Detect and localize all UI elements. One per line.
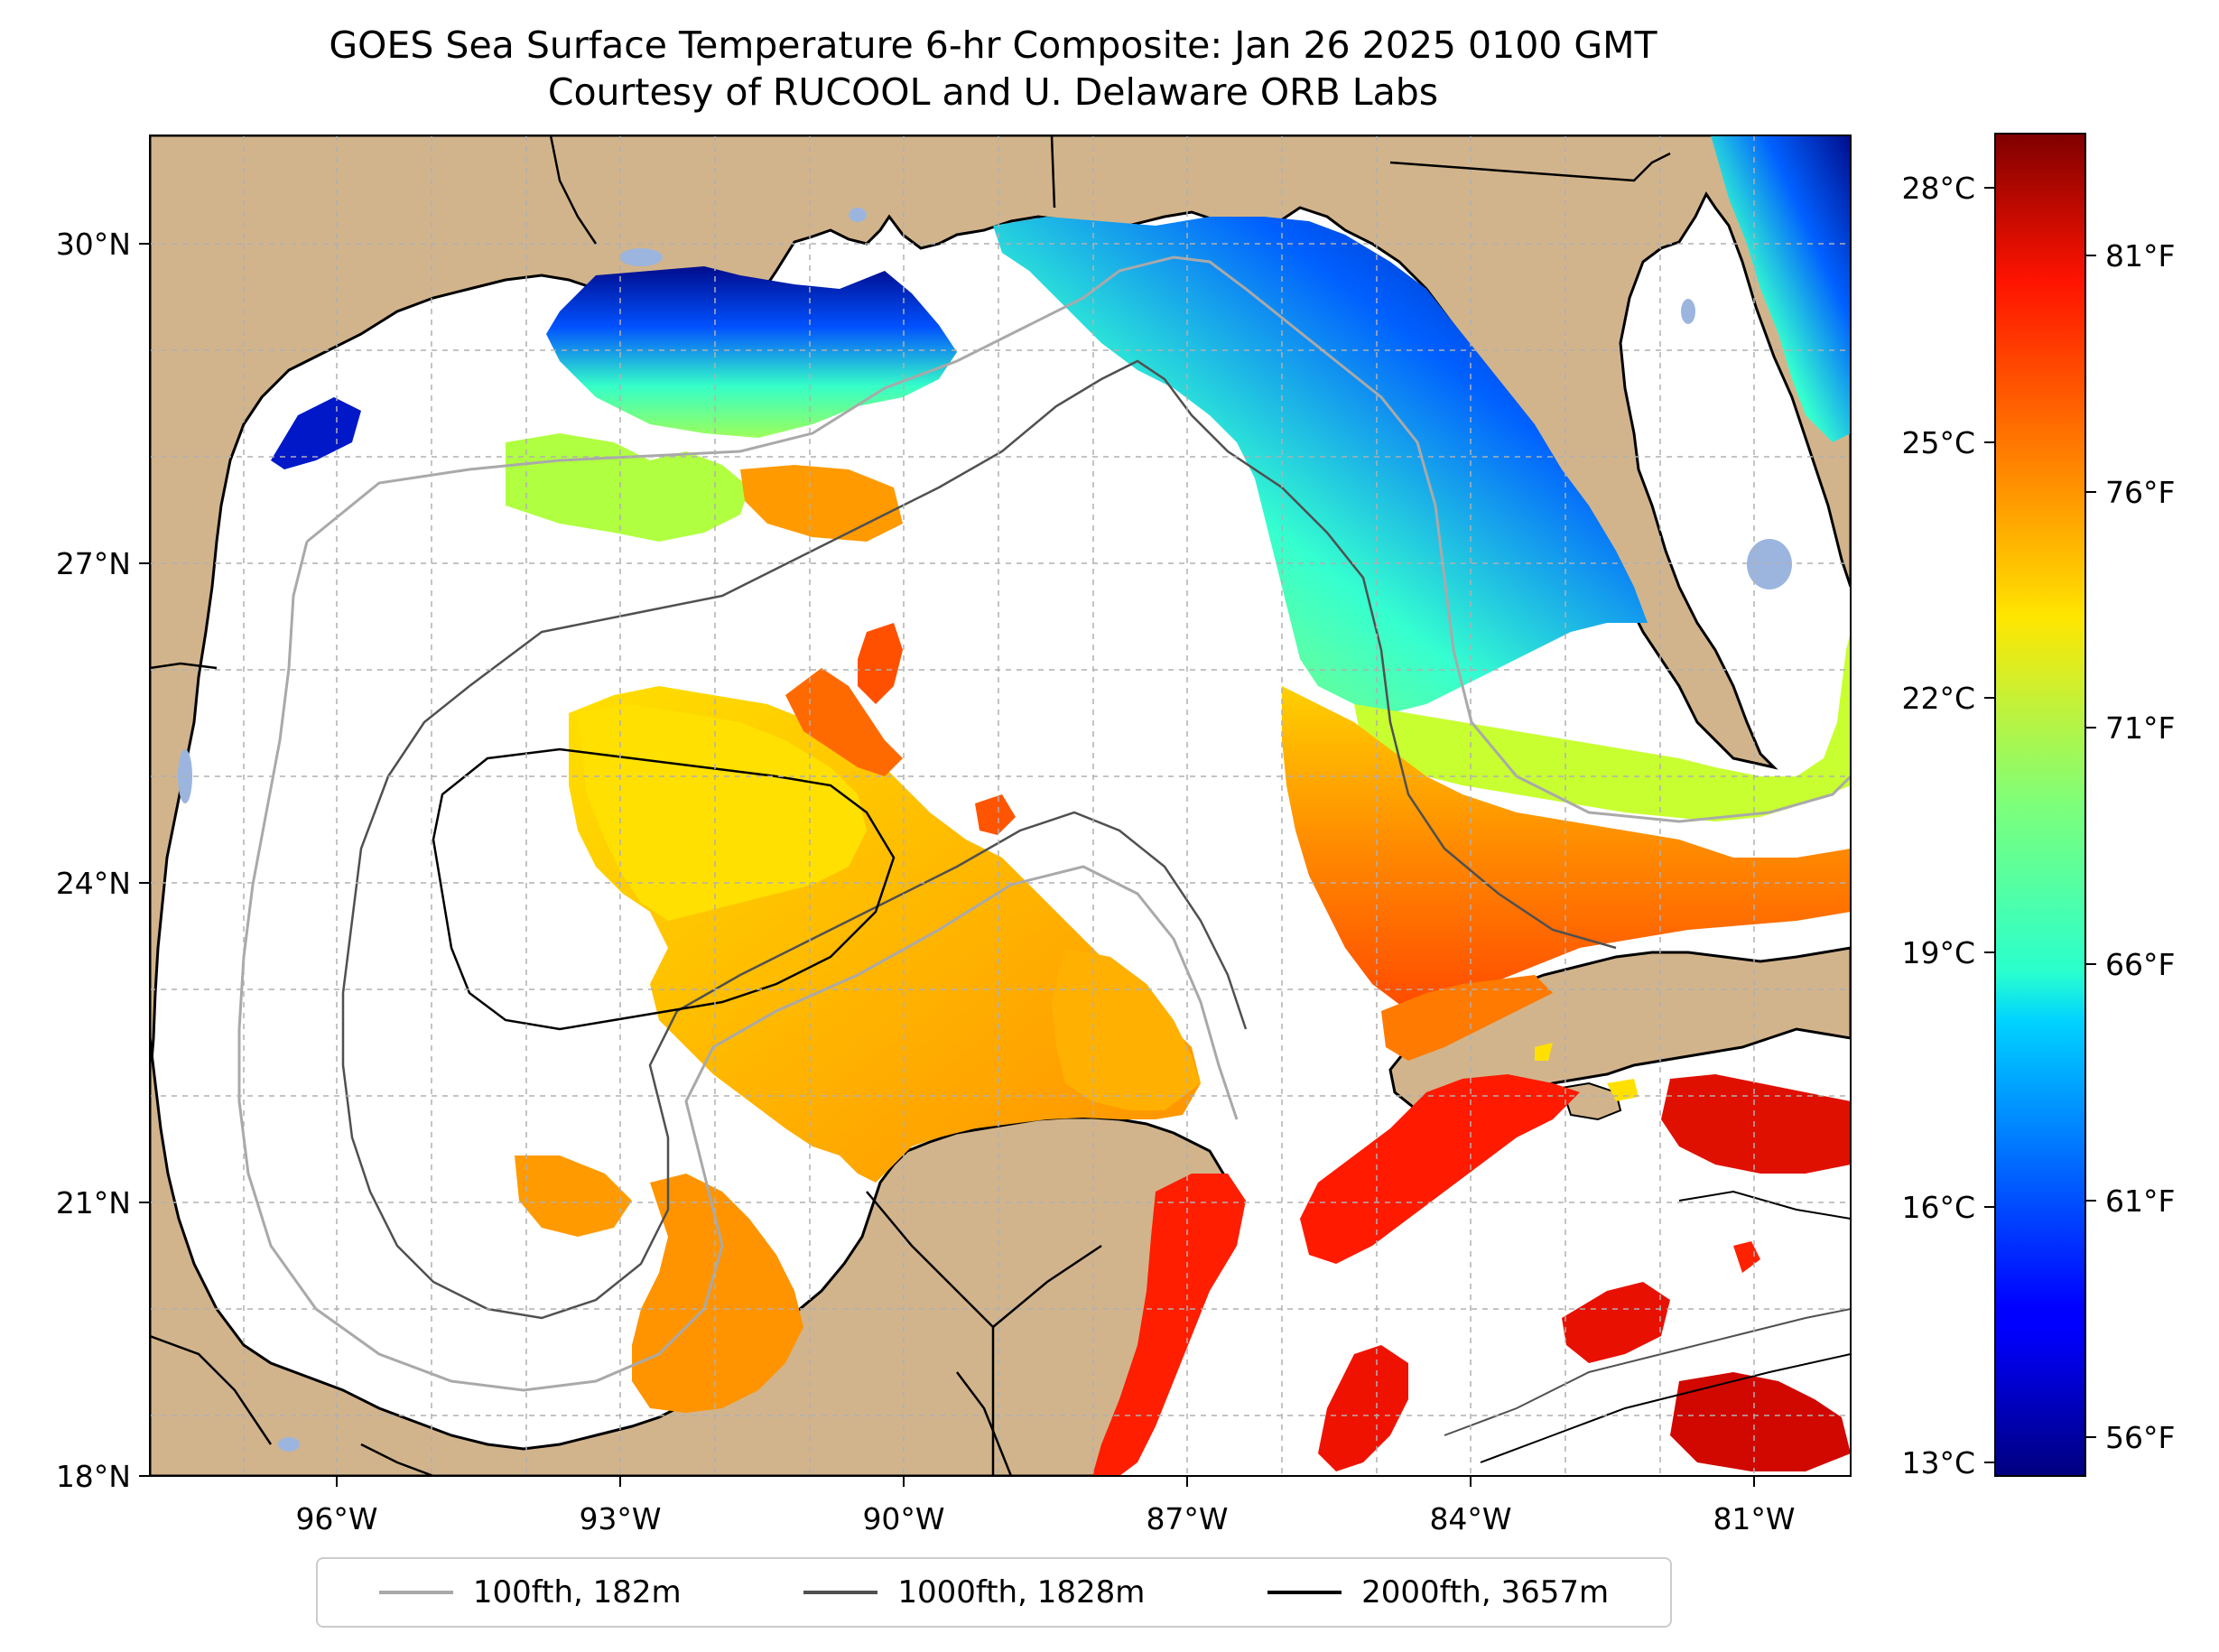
colorbar-celsius-label: 22°C <box>1901 681 1975 716</box>
colorbar-celsius-label: 19°C <box>1901 935 1975 970</box>
lake <box>1681 299 1695 324</box>
lake <box>278 1437 300 1452</box>
legend-item-2000fth: 2000fth, 3657m <box>1267 1574 1609 1610</box>
colorbar-fahrenheit-label: 56°F <box>2105 1420 2175 1455</box>
legend-line-swatch <box>1267 1591 1342 1594</box>
graticule <box>150 135 1851 1476</box>
lake <box>849 208 867 222</box>
legend-label: 100fth, 182m <box>472 1574 682 1610</box>
lon-tick-label: 84°W <box>1429 1501 1511 1536</box>
lat-tick-label: 24°N <box>56 866 131 901</box>
lake-okeechobee <box>1747 539 1792 589</box>
axis-ticks <box>139 243 1755 1487</box>
map-subtitle: Courtesy of RUCOOL and U. Delaware ORB L… <box>547 70 1439 114</box>
political-borders <box>150 135 1671 1476</box>
lat-tick-label: 30°N <box>56 227 131 262</box>
lon-tick-label: 96°W <box>295 1501 377 1536</box>
lat-tick-label: 21°N <box>56 1185 131 1220</box>
colorbar <box>1994 133 2086 1477</box>
colorbar-ticks <box>1984 187 2096 1463</box>
contour-legend: 100fth, 182m 1000fth, 1828m 2000fth, 365… <box>316 1557 1672 1628</box>
colorbar-fahrenheit-label: 81°F <box>2105 238 2175 274</box>
colorbar-fahrenheit-label: 61°F <box>2105 1183 2175 1219</box>
legend-item-100fth: 100fth, 182m <box>378 1574 682 1610</box>
colorbar-fahrenheit-label: 76°F <box>2105 475 2175 510</box>
legend-line-swatch <box>378 1591 453 1594</box>
legend-line-swatch <box>803 1591 878 1594</box>
colorbar-celsius-label: 25°C <box>1901 425 1975 460</box>
lat-tick-label: 27°N <box>56 546 131 581</box>
colorbar-celsius-label: 13°C <box>1901 1445 1975 1480</box>
lon-tick-label: 87°W <box>1146 1501 1228 1536</box>
lon-tick-label: 90°W <box>862 1501 944 1536</box>
map-title: GOES Sea Surface Temperature 6-hr Compos… <box>329 23 1657 67</box>
colorbar-celsius-label: 16°C <box>1901 1190 1975 1225</box>
legend-label: 1000fth, 1828m <box>897 1574 1146 1610</box>
sst-data-layer <box>271 135 1851 1476</box>
lon-tick-label: 93°W <box>579 1501 661 1536</box>
map-frame <box>149 135 1852 1477</box>
legend-label: 2000fth, 3657m <box>1361 1574 1610 1610</box>
colorbar-celsius-label: 28°C <box>1901 171 1975 206</box>
bathymetry-contours <box>237 255 1851 1463</box>
lake <box>619 248 663 266</box>
colorbar-fahrenheit-label: 71°F <box>2105 710 2175 746</box>
lon-tick-label: 81°W <box>1713 1501 1795 1536</box>
legend-item-1000fth: 1000fth, 1828m <box>803 1574 1145 1610</box>
land-us-gulf-coast <box>150 135 1851 1084</box>
colorbar-fahrenheit-label: 66°F <box>2105 947 2175 982</box>
lat-tick-label: 18°N <box>56 1459 131 1494</box>
